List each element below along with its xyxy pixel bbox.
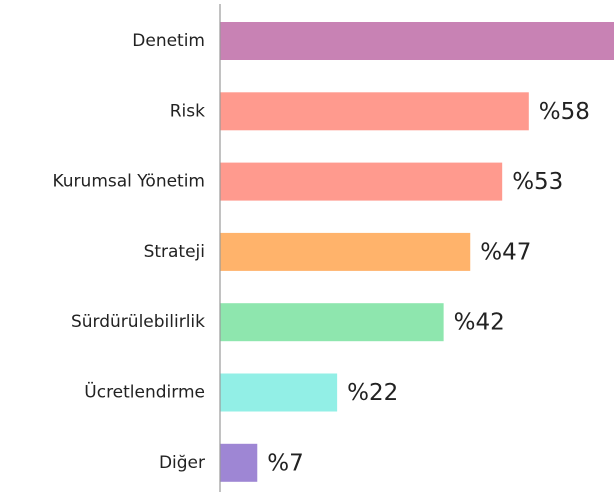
bar xyxy=(220,92,529,131)
category-label: Sürdürülebilirlik xyxy=(71,312,205,332)
category-label: Kurumsal Yönetim xyxy=(52,172,205,192)
bar xyxy=(220,303,444,342)
value-label: %7 xyxy=(267,450,304,476)
bar xyxy=(220,232,471,271)
value-label: %47 xyxy=(480,239,531,265)
bar xyxy=(220,443,258,482)
value-label: %53 xyxy=(512,169,563,195)
category-label: Denetim xyxy=(132,31,205,51)
bar xyxy=(220,373,338,412)
bar xyxy=(220,162,503,201)
category-label: Diğer xyxy=(159,453,205,473)
category-label: Ücretlendirme xyxy=(84,381,205,403)
category-label: Strateji xyxy=(144,242,205,262)
value-label: %42 xyxy=(454,310,505,336)
value-label: %58 xyxy=(539,99,590,125)
value-label: %22 xyxy=(347,380,398,406)
bar xyxy=(220,22,614,60)
category-label: Risk xyxy=(170,101,205,121)
